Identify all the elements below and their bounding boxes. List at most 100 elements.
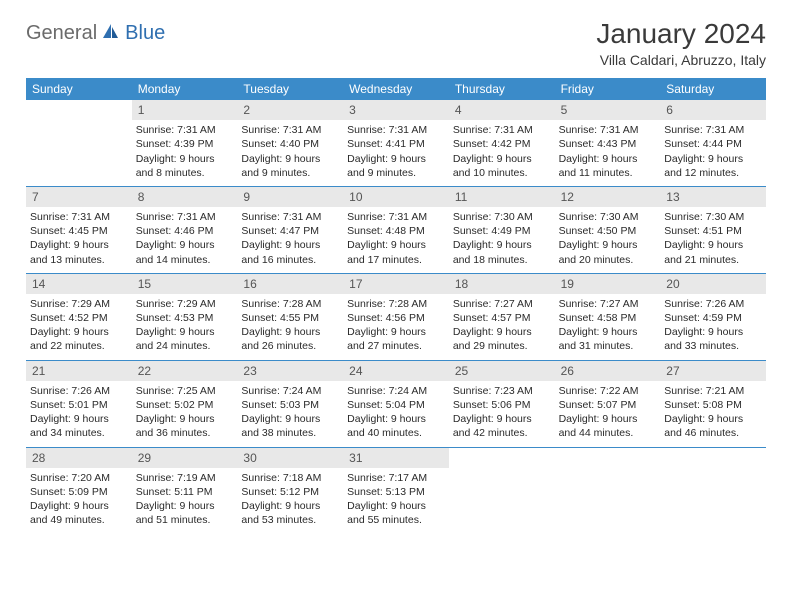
sunset-line: Sunset: 4:41 PM bbox=[347, 137, 445, 151]
day-number: 15 bbox=[132, 274, 238, 294]
calendar-cell: 6Sunrise: 7:31 AMSunset: 4:44 PMDaylight… bbox=[660, 100, 766, 186]
day-number: 27 bbox=[660, 361, 766, 381]
day-number: 19 bbox=[555, 274, 661, 294]
calendar-cell: 4Sunrise: 7:31 AMSunset: 4:42 PMDaylight… bbox=[449, 100, 555, 186]
calendar-cell: 23Sunrise: 7:24 AMSunset: 5:03 PMDayligh… bbox=[237, 361, 343, 447]
day-number bbox=[449, 448, 555, 468]
daylight-line: and 10 minutes. bbox=[453, 166, 551, 180]
sunrise-line: Sunrise: 7:31 AM bbox=[559, 123, 657, 137]
daylight-line: Daylight: 9 hours bbox=[559, 238, 657, 252]
daylight-line: Daylight: 9 hours bbox=[241, 499, 339, 513]
calendar-cell: 19Sunrise: 7:27 AMSunset: 4:58 PMDayligh… bbox=[555, 274, 661, 360]
sunrise-line: Sunrise: 7:27 AM bbox=[453, 297, 551, 311]
sunrise-line: Sunrise: 7:30 AM bbox=[664, 210, 762, 224]
day-number: 23 bbox=[237, 361, 343, 381]
sunset-line: Sunset: 5:02 PM bbox=[136, 398, 234, 412]
day-number: 9 bbox=[237, 187, 343, 207]
calendar-cell: 31Sunrise: 7:17 AMSunset: 5:13 PMDayligh… bbox=[343, 448, 449, 534]
sail-icon bbox=[101, 22, 121, 45]
sunrise-line: Sunrise: 7:25 AM bbox=[136, 384, 234, 398]
calendar-week: 28Sunrise: 7:20 AMSunset: 5:09 PMDayligh… bbox=[26, 447, 766, 534]
calendar-cell: 10Sunrise: 7:31 AMSunset: 4:48 PMDayligh… bbox=[343, 187, 449, 273]
sunrise-line: Sunrise: 7:31 AM bbox=[347, 210, 445, 224]
daylight-line: Daylight: 9 hours bbox=[453, 325, 551, 339]
sunrise-line: Sunrise: 7:31 AM bbox=[347, 123, 445, 137]
calendar-cell: 2Sunrise: 7:31 AMSunset: 4:40 PMDaylight… bbox=[237, 100, 343, 186]
daylight-line: and 26 minutes. bbox=[241, 339, 339, 353]
sunrise-line: Sunrise: 7:26 AM bbox=[664, 297, 762, 311]
calendar-cell: 3 Sunrise: 7:31 AMSunset: 4:41 PMDaylight… bbox=[343, 100, 449, 186]
daylight-line: Daylight: 9 hours bbox=[136, 238, 234, 252]
calendar-cell: 21Sunrise: 7:26 AMSunset: 5:01 PMDayligh… bbox=[26, 361, 132, 447]
daylight-line: and 49 minutes. bbox=[30, 513, 128, 527]
sunset-line: Sunset: 5:12 PM bbox=[241, 485, 339, 499]
sunset-line: Sunset: 5:08 PM bbox=[664, 398, 762, 412]
calendar-cell: 27Sunrise: 7:21 AMSunset: 5:08 PMDayligh… bbox=[660, 361, 766, 447]
daylight-line: and 29 minutes. bbox=[453, 339, 551, 353]
calendar-cell: 17Sunrise: 7:28 AMSunset: 4:56 PMDayligh… bbox=[343, 274, 449, 360]
daylight-line: and 13 minutes. bbox=[30, 253, 128, 267]
sunrise-line: Sunrise: 7:21 AM bbox=[664, 384, 762, 398]
sunset-line: Sunset: 4:55 PM bbox=[241, 311, 339, 325]
day-number: 6 bbox=[660, 100, 766, 120]
calendar-grid: 1Sunrise: 7:31 AMSunset: 4:39 PMDaylight… bbox=[26, 100, 766, 533]
day-number: 28 bbox=[26, 448, 132, 468]
sunset-line: Sunset: 4:47 PM bbox=[241, 224, 339, 238]
sunset-line: Sunset: 4:51 PM bbox=[664, 224, 762, 238]
daylight-line: Daylight: 9 hours bbox=[664, 238, 762, 252]
daylight-line: Daylight: 9 hours bbox=[241, 325, 339, 339]
daylight-line: Daylight: 9 hours bbox=[453, 152, 551, 166]
day-number: 10 bbox=[343, 187, 449, 207]
daylight-line: and 53 minutes. bbox=[241, 513, 339, 527]
calendar-cell bbox=[555, 448, 661, 534]
sunset-line: Sunset: 5:11 PM bbox=[136, 485, 234, 499]
sunrise-line: Sunrise: 7:28 AM bbox=[241, 297, 339, 311]
daylight-line: Daylight: 9 hours bbox=[347, 152, 445, 166]
calendar-cell: 26Sunrise: 7:22 AMSunset: 5:07 PMDayligh… bbox=[555, 361, 661, 447]
sunset-line: Sunset: 5:01 PM bbox=[30, 398, 128, 412]
calendar-cell: 7Sunrise: 7:31 AMSunset: 4:45 PMDaylight… bbox=[26, 187, 132, 273]
daylight-line: and 55 minutes. bbox=[347, 513, 445, 527]
calendar-cell: 1Sunrise: 7:31 AMSunset: 4:39 PMDaylight… bbox=[132, 100, 238, 186]
sunrise-line: Sunrise: 7:29 AM bbox=[136, 297, 234, 311]
sunset-line: Sunset: 4:49 PM bbox=[453, 224, 551, 238]
daylight-line: Daylight: 9 hours bbox=[347, 412, 445, 426]
day-number: 7 bbox=[26, 187, 132, 207]
sunset-line: Sunset: 5:09 PM bbox=[30, 485, 128, 499]
daylight-line: and 34 minutes. bbox=[30, 426, 128, 440]
sunset-line: Sunset: 4:52 PM bbox=[30, 311, 128, 325]
daylight-line: Daylight: 9 hours bbox=[347, 499, 445, 513]
weekday-header: Monday bbox=[132, 78, 238, 100]
daylight-line: Daylight: 9 hours bbox=[30, 412, 128, 426]
day-number bbox=[660, 448, 766, 468]
day-number: 21 bbox=[26, 361, 132, 381]
calendar-week: 21Sunrise: 7:26 AMSunset: 5:01 PMDayligh… bbox=[26, 360, 766, 447]
daylight-line: Daylight: 9 hours bbox=[136, 499, 234, 513]
sunrise-line: Sunrise: 7:27 AM bbox=[559, 297, 657, 311]
sunset-line: Sunset: 4:39 PM bbox=[136, 137, 234, 151]
day-number: 3 bbox=[343, 100, 449, 120]
calendar-cell: 28Sunrise: 7:20 AMSunset: 5:09 PMDayligh… bbox=[26, 448, 132, 534]
daylight-line: and 20 minutes. bbox=[559, 253, 657, 267]
sunset-line: Sunset: 5:03 PM bbox=[241, 398, 339, 412]
daylight-line: Daylight: 9 hours bbox=[347, 238, 445, 252]
daylight-line: Daylight: 9 hours bbox=[30, 325, 128, 339]
day-number: 17 bbox=[343, 274, 449, 294]
sunrise-line: Sunrise: 7:24 AM bbox=[241, 384, 339, 398]
sunrise-line: Sunrise: 7:30 AM bbox=[559, 210, 657, 224]
sunrise-line: Sunrise: 7:31 AM bbox=[453, 123, 551, 137]
daylight-line: Daylight: 9 hours bbox=[453, 238, 551, 252]
calendar-cell: 14Sunrise: 7:29 AMSunset: 4:52 PMDayligh… bbox=[26, 274, 132, 360]
sunrise-line: Sunrise: 7:31 AM bbox=[136, 210, 234, 224]
day-number: 12 bbox=[555, 187, 661, 207]
sunset-line: Sunset: 4:57 PM bbox=[453, 311, 551, 325]
calendar-week: 14Sunrise: 7:29 AMSunset: 4:52 PMDayligh… bbox=[26, 273, 766, 360]
day-number: 14 bbox=[26, 274, 132, 294]
daylight-line: and 36 minutes. bbox=[136, 426, 234, 440]
sunset-line: Sunset: 5:04 PM bbox=[347, 398, 445, 412]
daylight-line: Daylight: 9 hours bbox=[30, 499, 128, 513]
sunrise-line: Sunrise: 7:22 AM bbox=[559, 384, 657, 398]
weekday-header: Saturday bbox=[660, 78, 766, 100]
sunrise-line: Sunrise: 7:31 AM bbox=[136, 123, 234, 137]
day-number bbox=[26, 100, 132, 120]
